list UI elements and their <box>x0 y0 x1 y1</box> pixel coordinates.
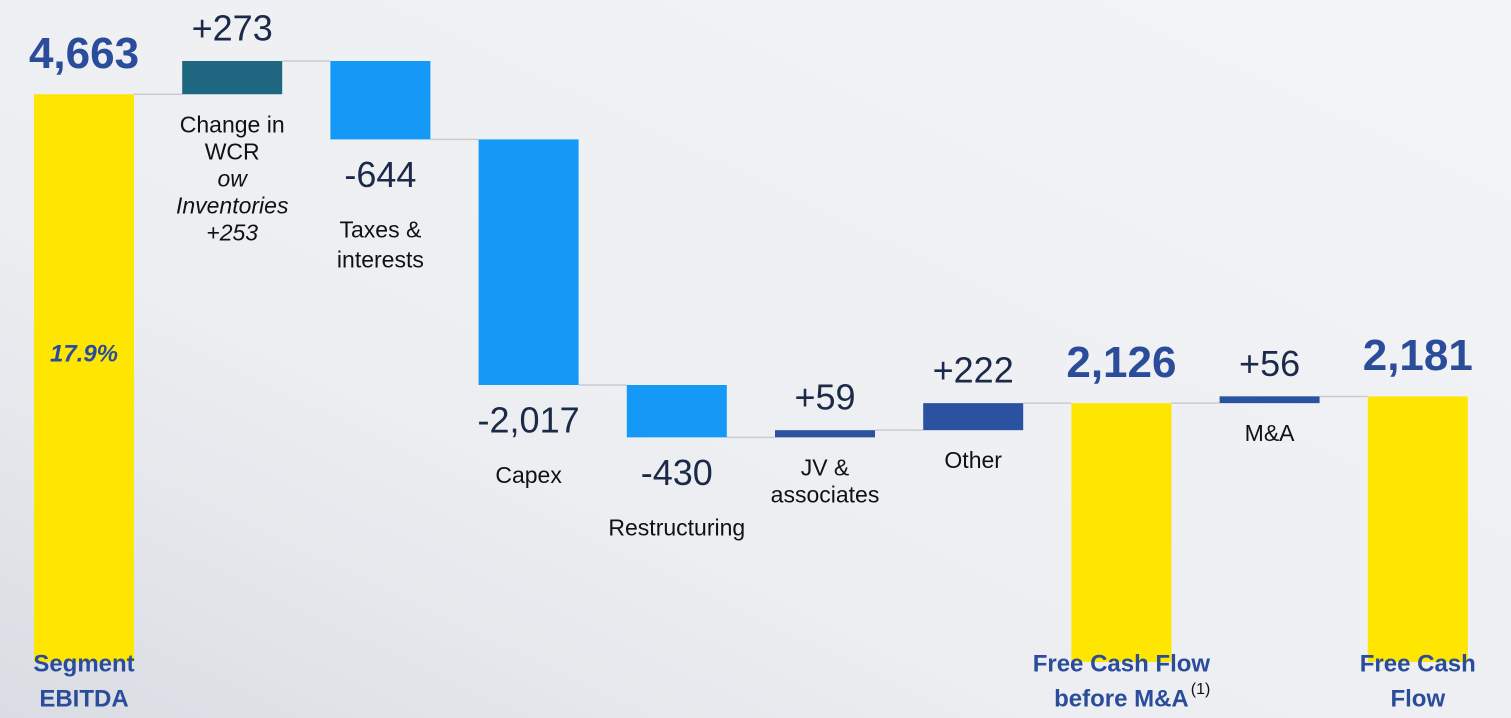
category-label: JV & <box>801 454 850 480</box>
category-label: Change in <box>180 111 285 137</box>
annotation: +253 <box>206 219 258 245</box>
category-label: Capex <box>495 462 562 488</box>
category-label: Segment <box>33 650 134 677</box>
value-label: +59 <box>794 377 855 418</box>
annotation: Inventories <box>176 192 289 218</box>
bar <box>626 384 727 438</box>
value-label: +222 <box>933 350 1014 391</box>
bar <box>34 94 134 663</box>
value-label: 2,126 <box>1066 338 1176 387</box>
category-label: before M&A <box>1054 685 1189 712</box>
bar <box>1367 396 1468 662</box>
value-label: +273 <box>192 8 273 49</box>
category-label: Other <box>944 447 1002 473</box>
annotation: ow <box>217 165 248 191</box>
bar <box>923 403 1024 431</box>
margin-label: 17.9% <box>50 340 118 367</box>
value-label: 2,181 <box>1363 331 1473 380</box>
category-label: Free Cash <box>1360 650 1476 677</box>
category-label: interests <box>337 246 424 272</box>
bar <box>1071 403 1172 662</box>
bar <box>182 61 283 95</box>
category-label: EBITDA <box>39 685 128 712</box>
value-label: -644 <box>344 154 416 195</box>
value-label: -430 <box>641 452 713 493</box>
value-label: 4,663 <box>29 29 139 78</box>
bar <box>330 61 431 140</box>
category-label: associates <box>771 481 880 507</box>
value-label: +56 <box>1239 343 1300 384</box>
category-label: M&A <box>1245 420 1296 446</box>
category-label: Free Cash Flow <box>1033 650 1211 677</box>
bar <box>775 430 875 438</box>
category-label: Flow <box>1390 685 1445 712</box>
bar <box>1219 396 1320 404</box>
category-label: Taxes & <box>339 216 421 242</box>
footnote-mark: (1) <box>1191 681 1211 698</box>
category-label: WCR <box>205 138 260 164</box>
category-label: Restructuring <box>608 514 745 540</box>
value-label: -2,017 <box>478 400 580 441</box>
bar <box>478 139 579 385</box>
